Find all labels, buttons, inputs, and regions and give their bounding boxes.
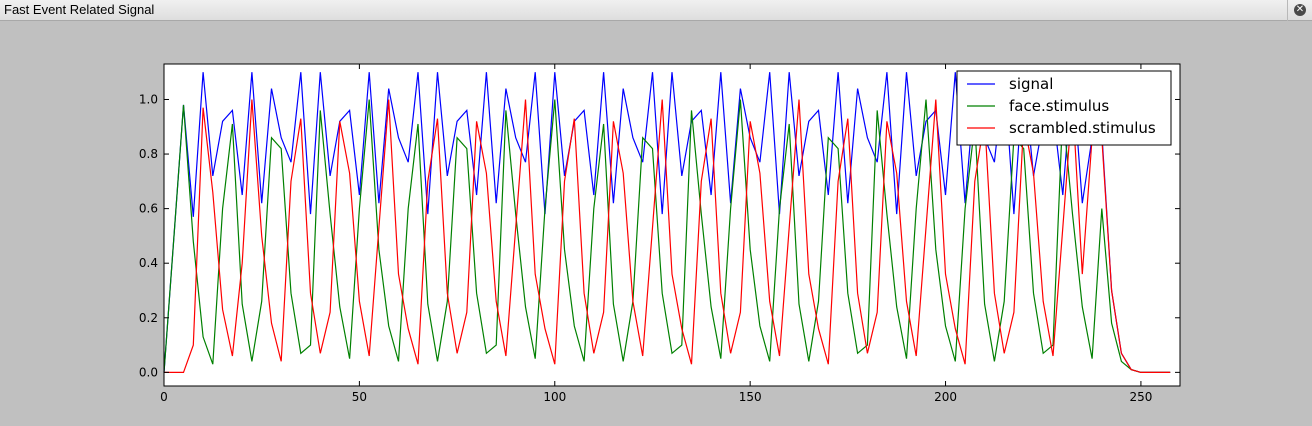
window-titlebar: Fast Event Related Signal ✕ xyxy=(0,0,1312,21)
y-tick-label: 0.0 xyxy=(139,365,158,379)
figure: 0 50 100 150 200 250 0.0 0.2 0.4 0.6 0.8 1.0 signal… xyxy=(139,63,1181,404)
window-title: Fast Event Related Signal xyxy=(4,2,155,17)
x-tick-label: 250 xyxy=(1129,390,1152,404)
series-line-1 xyxy=(163,99,1171,373)
legend-label-1: face.stimulus xyxy=(1009,97,1109,115)
legend-label-2: scrambled.stimulus xyxy=(1009,119,1156,137)
y-tick-label: 0.8 xyxy=(139,147,158,161)
y-tick-label: 0.2 xyxy=(139,311,158,325)
legend-box xyxy=(956,70,1172,146)
x-tick-label: 0 xyxy=(160,390,168,404)
series-line-2 xyxy=(164,99,1171,373)
y-tick-label: 0.4 xyxy=(139,256,158,270)
close-icon[interactable]: ✕ xyxy=(1294,4,1306,16)
y-tick-label: 0.6 xyxy=(139,202,158,216)
x-tick-label: 100 xyxy=(543,390,566,404)
legend: signal face.stimulus scrambled.stimulus xyxy=(956,70,1172,146)
legend-label-0: signal xyxy=(1009,75,1053,93)
x-tick-label: 50 xyxy=(352,390,367,404)
axis-ticks: 0 50 100 150 200 250 0.0 0.2 0.4 0.6 0.8 1.0 xyxy=(139,64,1180,404)
x-tick-label: 150 xyxy=(739,390,762,404)
axes-frame xyxy=(163,63,1181,387)
titlebar-divider xyxy=(1287,0,1288,21)
y-tick-label: 1.0 xyxy=(139,92,158,106)
x-tick-label: 200 xyxy=(934,390,957,404)
